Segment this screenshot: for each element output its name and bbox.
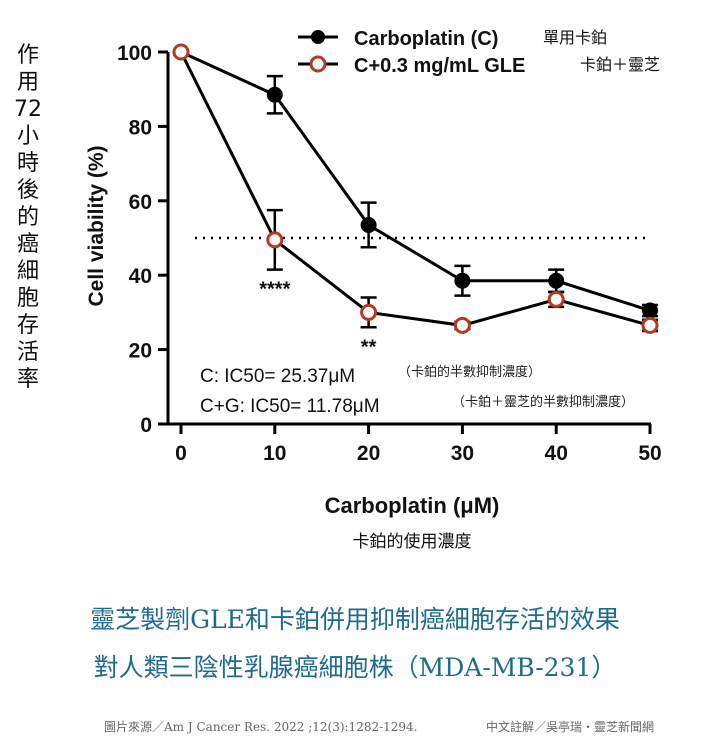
legend-label-combo: C+0.3 mg/mL GLE: [354, 55, 525, 77]
x-ticks: 0 10 20 30 40 50: [175, 424, 662, 465]
series-line: [180, 50, 651, 312]
data-point: [548, 272, 565, 289]
significance-layer: ******: [259, 279, 376, 359]
ic50-combo-text: C+G: IC50= 11.78μM: [200, 396, 380, 417]
x-tick-label: 50: [638, 442, 661, 465]
data-point: [454, 272, 471, 289]
x-tick-label: 20: [357, 442, 380, 465]
legend-label-combo-cn: 卡鉑＋靈芝: [580, 55, 660, 74]
data-point: [266, 231, 284, 249]
series-layer: [172, 43, 659, 334]
legend-label-carboplatin: Carboplatin (C): [354, 28, 498, 50]
y-axis-label: Cell viability (%): [85, 145, 108, 306]
y-tick-label: 80: [129, 116, 152, 139]
x-tick-label: 40: [545, 442, 568, 465]
y-tick-label: 20: [129, 340, 152, 363]
caption-line-1: 靈芝製劑GLE和卡鉑併用抑制癌細胞存活的效果: [90, 605, 620, 634]
footer-credit: 中文註解／吳亭瑞・靈芝新聞網: [486, 720, 655, 734]
x-axis-label-cn: 卡鉑的使用濃度: [353, 531, 472, 552]
data-point: [453, 316, 471, 334]
data-point: [360, 303, 378, 321]
x-tick-label: 0: [175, 442, 187, 465]
legend-marker-combo: [309, 55, 327, 73]
x-axis-label: Carboplatin (μM): [325, 493, 500, 518]
data-point: [266, 86, 283, 103]
legend: Carboplatin (C) 單用卡鉑 C+0.3 mg/mL GLE 卡鉑＋…: [298, 28, 660, 77]
data-point: [547, 290, 565, 308]
y-tick-label: 40: [129, 265, 152, 288]
legend-marker-carboplatin: [311, 30, 325, 44]
data-point: [642, 302, 658, 319]
ic50-carboplatin-note: （卡鉑的半數抑制濃度）: [398, 364, 541, 380]
data-point: [641, 316, 659, 334]
series-carboplatin: [173, 44, 658, 319]
series-line: [179, 51, 651, 327]
caption-line-2: 對人類三陰性乳腺癌細胞株（MDA-MB-231）: [93, 653, 617, 682]
series-carboplatin-gle: [172, 43, 659, 334]
ic50-carboplatin-text: C: IC50= 25.37μM: [200, 366, 355, 387]
data-point: [172, 43, 190, 61]
y-tick-label: 60: [129, 191, 152, 214]
data-point: [360, 216, 377, 233]
side-label: 作用72小時後的癌細胞存活率: [14, 43, 42, 392]
y-tick-label: 100: [117, 42, 152, 65]
y-ticks: 0 20 40 60 80 100: [117, 42, 168, 437]
ic50-combo-note: （卡鉑＋靈芝的半數抑制濃度）: [452, 394, 634, 410]
legend-label-carboplatin-cn: 單用卡鉑: [543, 28, 607, 47]
footer-source: 圖片來源／Am J Cancer Res. 2022 ;12(3):1282-1…: [104, 720, 418, 734]
significance-marker: **: [361, 336, 377, 358]
x-tick-label: 10: [263, 442, 286, 465]
y-tick-label: 0: [140, 414, 152, 437]
x-tick-label: 30: [451, 442, 474, 465]
significance-marker: ****: [259, 279, 290, 301]
